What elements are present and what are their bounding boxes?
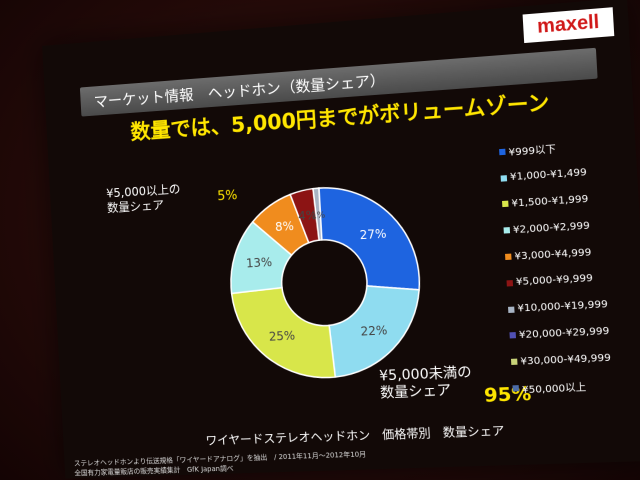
legend-item-8: ¥30,000-¥49,999 <box>510 345 611 376</box>
chart-legend: ¥999以下 ¥1,000-¥1,499 ¥1,500-¥1,999 ¥2,000-¥… <box>499 132 614 401</box>
legend-swatch-1 <box>501 175 508 181</box>
legend-label-5: ¥5,000-¥9,999 <box>516 273 593 288</box>
legend-swatch-8 <box>511 359 518 365</box>
callout-above-pct: 5% <box>217 188 238 204</box>
legend-swatch-3 <box>504 227 511 233</box>
maxell-logo: maxell <box>523 7 615 43</box>
legend-swatch-9 <box>512 385 519 391</box>
legend-swatch-5 <box>507 280 514 286</box>
legend-label-8: ¥30,000-¥49,999 <box>520 352 611 367</box>
slice-label-0: 27% <box>359 226 386 242</box>
legend-label-9: ¥50,000以上 <box>522 378 587 396</box>
slice-label-4: 8% <box>275 219 294 234</box>
callout-above-5000: ¥5,000以上の 数量シェア <box>106 182 182 216</box>
slice-label-1: 22% <box>360 323 387 339</box>
legend-swatch-6 <box>508 306 515 312</box>
legend-label-6: ¥10,000-¥19,999 <box>517 299 608 315</box>
callout-below-label-1: ¥5,000未満の <box>379 365 472 386</box>
legend-swatch-4 <box>505 254 512 260</box>
callout-below-5000: ¥5,000未満の 数量シェア <box>379 365 473 403</box>
legend-label-7: ¥20,000-¥29,999 <box>519 326 610 341</box>
legend-label-2: ¥1,500-¥1,999 <box>511 194 588 210</box>
slide: maxell マーケット情報 ヘッドホン（数量シェア） 数量では、5,000円ま… <box>42 0 640 479</box>
chart-caption: ワイヤードステレオヘッドホン 価格帯別 数量シェア <box>205 421 505 448</box>
callout-below-label-2: 数量シェア <box>380 382 473 403</box>
legend-swatch-2 <box>502 201 509 207</box>
legend-label-0: ¥999以下 <box>508 141 556 159</box>
legend-item-9: ¥50,000以上 <box>512 371 613 401</box>
slice-label-6: 1% <box>311 211 326 222</box>
slice-label-2: 25% <box>269 329 296 344</box>
legend-label-4: ¥3,000-¥4,999 <box>514 247 591 262</box>
legend-swatch-0 <box>499 149 506 156</box>
legend-label-3: ¥2,000-¥2,999 <box>513 220 590 236</box>
legend-label-1: ¥1,000-¥1,499 <box>510 167 587 183</box>
legend-swatch-7 <box>509 333 516 339</box>
slice-label-3: 13% <box>246 255 273 271</box>
